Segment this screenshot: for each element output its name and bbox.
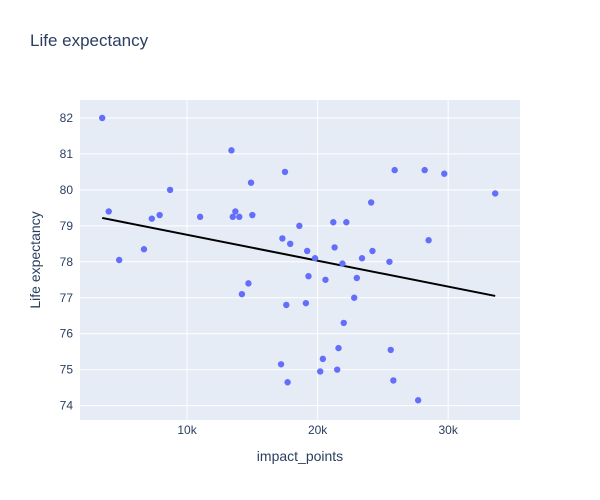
data-point[interactable] (284, 379, 291, 386)
data-point[interactable] (387, 346, 394, 354)
data-point[interactable] (414, 397, 422, 404)
y-tick-label: 80 (60, 183, 74, 197)
data-point[interactable] (391, 166, 398, 174)
data-point[interactable] (334, 366, 341, 373)
x-tick-label: 10k (177, 423, 197, 437)
data-point[interactable] (390, 377, 397, 384)
y-tick-label: 75 (60, 363, 74, 377)
data-point[interactable] (350, 294, 358, 301)
data-point[interactable] (322, 276, 329, 283)
data-point[interactable] (279, 235, 286, 242)
data-point[interactable] (330, 219, 337, 226)
data-point[interactable] (249, 211, 256, 219)
data-point[interactable] (441, 170, 448, 177)
data-point[interactable] (229, 213, 236, 221)
data-point[interactable] (245, 280, 252, 287)
y-axis-label: Life expectancy (27, 211, 43, 308)
data-point[interactable] (303, 247, 311, 255)
data-point[interactable] (335, 344, 342, 352)
data-point[interactable] (281, 168, 289, 176)
data-point[interactable] (287, 240, 294, 248)
y-tick-label: 78 (60, 255, 74, 269)
data-point[interactable] (425, 237, 432, 244)
data-point[interactable] (386, 258, 393, 265)
x-axis-label: impact_points (257, 448, 343, 464)
data-point[interactable] (343, 219, 350, 226)
data-point[interactable] (196, 213, 204, 221)
y-tick-label: 76 (60, 327, 74, 341)
data-point[interactable] (148, 215, 156, 222)
data-point[interactable] (311, 255, 319, 262)
data-point[interactable] (358, 255, 366, 262)
data-point[interactable] (296, 222, 303, 230)
data-point[interactable] (98, 114, 106, 122)
data-points[interactable] (98, 114, 499, 404)
data-point[interactable] (277, 361, 285, 368)
data-point[interactable] (491, 190, 499, 197)
trendline (102, 216, 496, 297)
data-point[interactable] (331, 244, 338, 251)
y-tick-label: 81 (60, 147, 74, 161)
data-point[interactable] (319, 355, 327, 363)
plot-area (80, 100, 520, 420)
data-point[interactable] (105, 208, 112, 215)
data-point[interactable] (238, 290, 246, 298)
data-point[interactable] (115, 256, 123, 264)
data-point[interactable] (353, 274, 360, 282)
y-tick-label: 74 (60, 399, 74, 413)
data-point[interactable] (247, 179, 255, 186)
data-point[interactable] (339, 260, 346, 267)
data-point[interactable] (367, 199, 375, 206)
data-point[interactable] (421, 166, 428, 174)
x-tick-label: 30k (439, 423, 459, 437)
data-point[interactable] (156, 211, 163, 219)
data-point[interactable] (232, 208, 239, 215)
data-point[interactable] (140, 246, 148, 253)
y-tick-labels: 74 75 76 77 78 79 80 81 82 (60, 111, 74, 413)
chart-title: Life expectancy (30, 31, 149, 50)
x-tick-label: 20k (308, 423, 328, 437)
y-tick-label: 79 (60, 219, 74, 233)
x-tick-labels: 10k 20k 30k (177, 423, 458, 437)
trendline-layer (102, 216, 496, 297)
data-point[interactable] (166, 186, 174, 194)
data-point[interactable] (302, 299, 310, 307)
data-point[interactable] (283, 301, 290, 309)
grid-lines (80, 100, 520, 420)
data-point[interactable] (369, 247, 376, 255)
data-point[interactable] (305, 272, 312, 280)
y-tick-label: 77 (60, 291, 74, 305)
data-point[interactable] (228, 147, 235, 154)
data-point[interactable] (236, 213, 243, 221)
data-point[interactable] (317, 368, 324, 375)
data-point[interactable] (340, 319, 347, 327)
y-tick-label: 82 (60, 111, 74, 125)
